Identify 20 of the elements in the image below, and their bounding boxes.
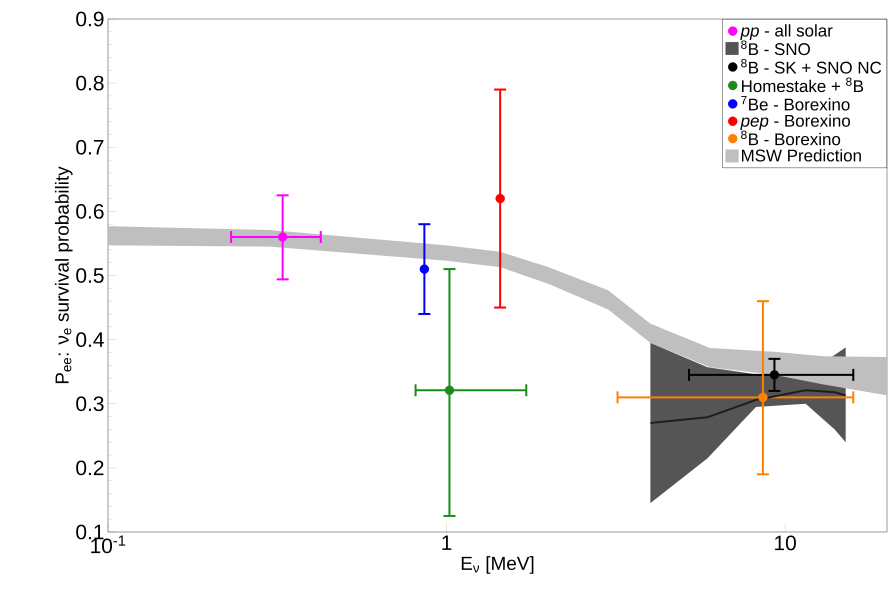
y-tick-label: 0.3 xyxy=(76,396,104,412)
y-tick-label: 0.9 xyxy=(76,12,104,26)
x-axis-title: E$_{ν}$ [MeV] xyxy=(462,556,534,574)
legend-label: $^{8}$B - SNO xyxy=(741,40,810,56)
legend-label: pep - Borexino xyxy=(740,114,850,130)
y-tick-label: 0.8 xyxy=(76,76,104,91)
legend-label: Homestake + $^{8}$B xyxy=(742,77,864,92)
legend-label: $^{8}$B - Borexino xyxy=(741,130,840,146)
x-tick-label: 10 xyxy=(775,536,796,550)
y-tick-label: 0.6 xyxy=(76,204,104,219)
legend-label: MSW Prediction xyxy=(742,149,861,162)
y-axis-title: P$_{ee}$: ν$_{e}$ survival probability xyxy=(54,166,73,384)
x-tick-label: 1 xyxy=(442,536,452,550)
legend-label: $^{7}$Be - Borexino xyxy=(741,96,850,111)
y-tick-label: 0.2 xyxy=(76,460,104,476)
legend-label: $^{8}$B - SK + SNO NC xyxy=(741,58,882,74)
y-tick-label: 0.5 xyxy=(76,268,104,283)
y-tick-label: 0.4 xyxy=(76,332,104,348)
y-tick-label: 0.7 xyxy=(76,140,104,155)
legend-label: pp - all solar xyxy=(740,24,833,40)
